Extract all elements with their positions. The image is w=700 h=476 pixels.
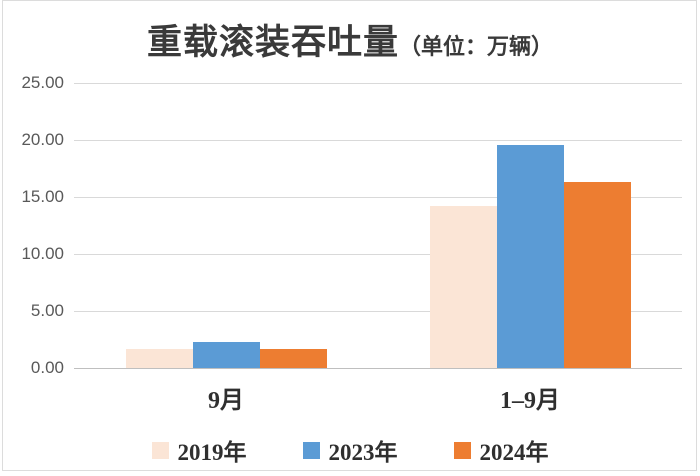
y-tick-label: 25.00 — [21, 73, 64, 92]
bar-2019年-9月 — [125, 348, 193, 368]
legend-label: 2024年 — [479, 440, 549, 465]
legend-label: 2019年 — [177, 440, 247, 465]
chart-title: 重载滚装吞吐量（单位：万辆） — [0, 14, 700, 65]
y-tick-label: 15.00 — [21, 187, 64, 206]
y-tick-label: 20.00 — [21, 130, 64, 149]
gridline-5.00 — [74, 311, 682, 312]
gridline-25.00 — [74, 83, 682, 84]
legend-item-2024年: 2024年 — [453, 433, 549, 467]
legend-swatch-icon — [302, 441, 320, 459]
x-tick-label-1–9月: 1–9月 — [500, 388, 560, 414]
chart-title-main: 重载滚装吞吐量 — [146, 23, 399, 62]
gridline-10.00 — [74, 254, 682, 255]
bar-2019年-1–9月 — [429, 206, 497, 368]
legend-swatch-icon — [151, 441, 169, 459]
legend-item-2023年: 2023年 — [302, 433, 398, 467]
legend-label: 2023年 — [328, 440, 398, 465]
x-tick-label-9月: 9月 — [208, 388, 244, 414]
gridline-0.00 — [74, 368, 682, 369]
bar-2024年-9月 — [259, 348, 327, 368]
legend-item-2019年: 2019年 — [151, 433, 247, 467]
legend-swatch-icon — [453, 441, 471, 459]
y-tick-label: 10.00 — [21, 244, 64, 263]
bar-2024年-1–9月 — [563, 182, 631, 368]
chart-title-unit: （单位：万辆） — [399, 34, 554, 59]
bar-2023年-9月 — [192, 341, 260, 368]
legend: 2019年 2023年 2024年 — [0, 433, 700, 467]
y-tick-label: 5.00 — [30, 301, 64, 320]
plot-area — [74, 83, 682, 369]
bar-2023年-1–9月 — [496, 144, 564, 368]
x-axis-tick-labels: 9月 1–9月 — [74, 380, 682, 414]
gridline-15.00 — [74, 197, 682, 198]
gridline-20.00 — [74, 140, 682, 141]
y-axis-tick-labels: 0.00 5.00 10.00 15.00 20.00 25.00 — [0, 73, 64, 377]
y-tick-label: 0.00 — [30, 358, 64, 377]
